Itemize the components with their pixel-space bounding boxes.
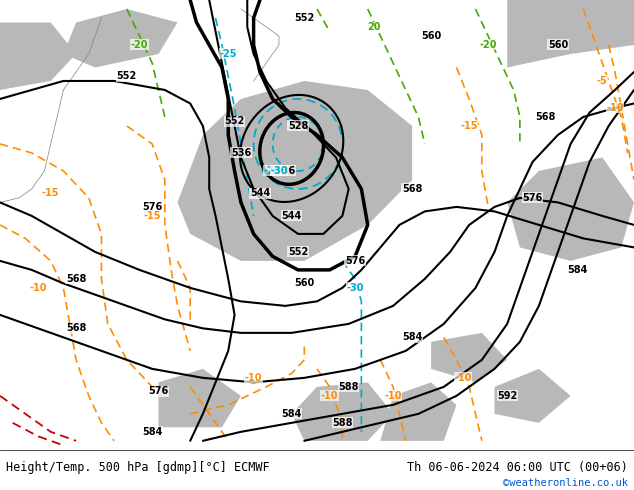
Text: -10: -10 — [384, 391, 402, 401]
Polygon shape — [292, 382, 393, 441]
Text: -25: -25 — [264, 166, 281, 176]
Text: 584: 584 — [567, 265, 587, 275]
Text: 576: 576 — [345, 256, 365, 266]
Text: -10: -10 — [454, 373, 472, 383]
Polygon shape — [380, 382, 456, 441]
Text: -25: -25 — [219, 49, 237, 59]
Text: 584: 584 — [402, 332, 422, 343]
Text: 576: 576 — [142, 202, 162, 212]
Text: -15: -15 — [42, 189, 60, 198]
Text: 536: 536 — [231, 148, 251, 158]
Text: -10: -10 — [606, 103, 624, 113]
Text: 552: 552 — [288, 247, 308, 257]
Polygon shape — [0, 23, 76, 90]
Text: ©weatheronline.co.uk: ©weatheronline.co.uk — [503, 478, 628, 488]
Text: -15: -15 — [143, 211, 161, 221]
Polygon shape — [507, 157, 634, 261]
Text: 560: 560 — [548, 40, 568, 50]
Text: 552: 552 — [117, 72, 137, 81]
Text: -10: -10 — [29, 283, 47, 293]
Text: -10: -10 — [321, 391, 339, 401]
Text: Height/Temp. 500 hPa [gdmp][°C] ECMWF: Height/Temp. 500 hPa [gdmp][°C] ECMWF — [6, 461, 270, 474]
Text: -20: -20 — [131, 40, 148, 50]
Polygon shape — [507, 0, 634, 68]
Text: 560: 560 — [294, 278, 314, 289]
Text: 568: 568 — [402, 184, 422, 194]
Polygon shape — [431, 333, 507, 382]
Polygon shape — [63, 9, 178, 68]
Text: 584: 584 — [281, 409, 302, 419]
Text: 588: 588 — [332, 418, 353, 428]
Text: 576: 576 — [148, 386, 169, 396]
Text: 568: 568 — [66, 274, 86, 284]
Text: 592: 592 — [497, 391, 517, 401]
Polygon shape — [158, 369, 241, 427]
Text: 544: 544 — [250, 189, 270, 198]
Text: 528: 528 — [288, 121, 308, 131]
Text: 544: 544 — [281, 211, 302, 221]
Polygon shape — [495, 369, 571, 423]
Text: -30: -30 — [346, 283, 364, 293]
Text: -5: -5 — [597, 76, 607, 86]
Text: 568: 568 — [535, 112, 555, 122]
Text: 560: 560 — [421, 31, 441, 41]
Text: 588: 588 — [339, 382, 359, 392]
Text: 576: 576 — [522, 193, 543, 203]
Text: -15: -15 — [460, 121, 478, 131]
Text: Th 06-06-2024 06:00 UTC (00+06): Th 06-06-2024 06:00 UTC (00+06) — [407, 461, 628, 474]
Text: 20: 20 — [367, 22, 381, 32]
Text: 568: 568 — [66, 323, 86, 333]
Text: 584: 584 — [142, 427, 162, 437]
Text: 552: 552 — [224, 117, 245, 126]
Text: -10: -10 — [245, 373, 262, 383]
Text: -30: -30 — [270, 166, 288, 176]
Polygon shape — [178, 81, 412, 261]
Text: -20: -20 — [479, 40, 497, 50]
Text: 536: 536 — [275, 166, 295, 176]
Text: 552: 552 — [294, 13, 314, 23]
